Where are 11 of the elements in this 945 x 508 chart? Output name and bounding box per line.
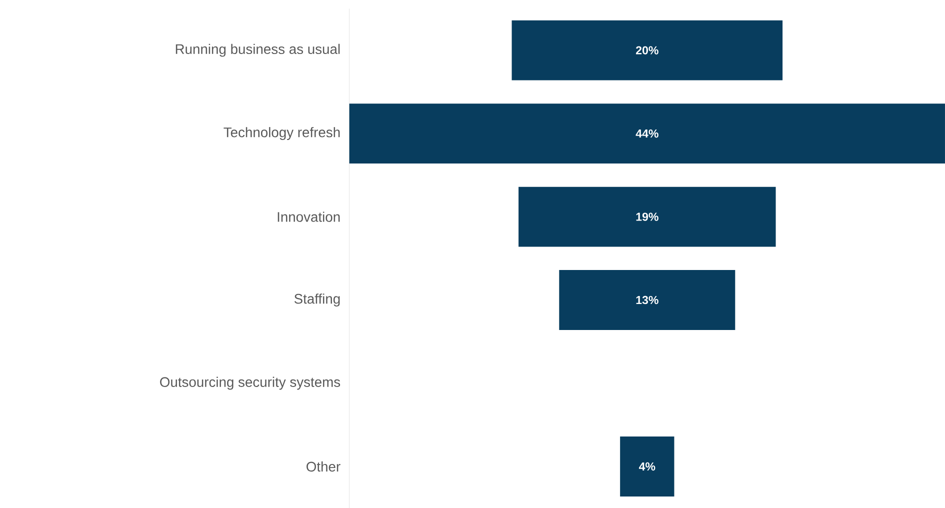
category-label: Outsourcing security systems bbox=[160, 376, 340, 390]
category-label: Staffing bbox=[294, 293, 340, 306]
category-label: Technology refresh bbox=[224, 126, 340, 140]
data-label: 4% bbox=[638, 462, 656, 470]
category-label: Innovation bbox=[278, 212, 340, 222]
data-label: 20% bbox=[636, 46, 658, 54]
data-label: 44% bbox=[636, 129, 658, 138]
category-label: Other bbox=[306, 461, 340, 472]
data-label: 13% bbox=[636, 296, 658, 304]
data-label: 19% bbox=[636, 212, 658, 221]
category-label: Running business as usual bbox=[176, 44, 340, 57]
